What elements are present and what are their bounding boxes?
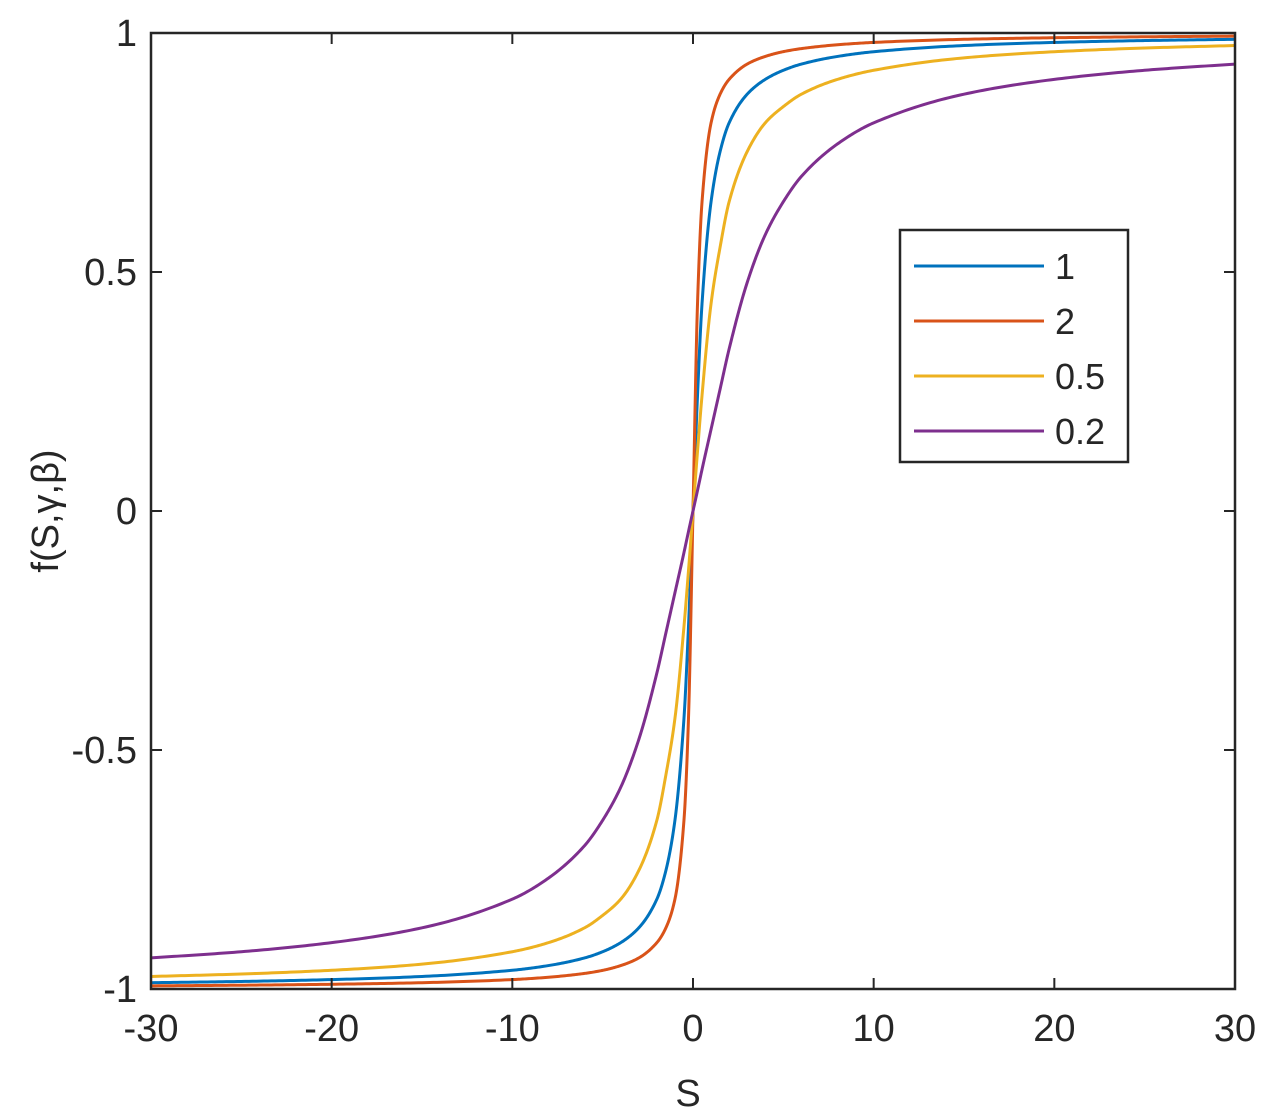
legend-label: 0.2 (1055, 411, 1105, 452)
x-tick-label: -30 (124, 1008, 179, 1050)
x-tick-label: 30 (1214, 1008, 1256, 1050)
legend-label: 2 (1055, 301, 1075, 342)
y-tick-label: -1 (103, 969, 137, 1011)
legend-label: 0.5 (1055, 356, 1105, 397)
y-tick-label: 0 (116, 491, 137, 533)
x-tick-label: -20 (304, 1008, 359, 1050)
y-tick-label: 1 (116, 13, 137, 55)
x-tick-label: 20 (1033, 1008, 1075, 1050)
x-tick-label: 10 (853, 1008, 895, 1050)
legend: 1 2 0.5 0.2 (898, 228, 1130, 464)
x-axis-label: S (675, 1073, 700, 1115)
x-tick-label: 0 (682, 1008, 703, 1050)
legend-label: 1 (1055, 246, 1075, 287)
y-tick-label: -0.5 (72, 730, 137, 772)
axis-tick-labels: -30 -20 -10 0 10 20 30 -1 -0.5 0 0.5 1 (72, 13, 1257, 1050)
series-line-3 (150, 62, 1236, 960)
y-axis-label: f(S,γ,β) (25, 449, 67, 572)
x-tick-label: -10 (485, 1008, 540, 1050)
legend-box (898, 228, 1130, 464)
axes-box (149, 31, 1237, 991)
y-tick-label: 0.5 (84, 252, 137, 294)
plot-area (150, 34, 1236, 988)
